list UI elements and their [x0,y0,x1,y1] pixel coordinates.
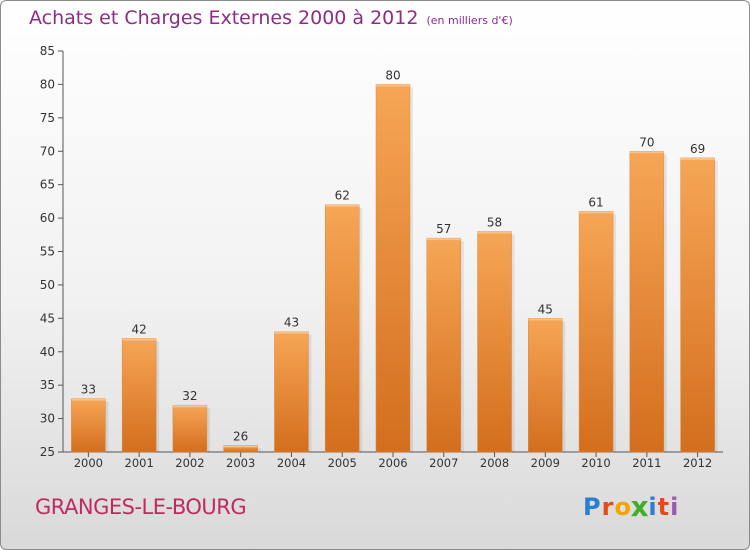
bar-top-highlight [528,318,563,321]
y-tick-label: 50 [40,278,55,292]
x-tick-label: 2009 [531,456,560,470]
bar [324,204,360,453]
bar-top-highlight [172,405,207,408]
bar [477,231,512,453]
logo-letter: r [601,493,615,521]
bar [172,404,208,453]
x-tick-label: 2012 [683,456,712,470]
x-axis: 2000 2001 2002 2003 2004 2005 2006 2007 2008 2009… [63,451,723,470]
y-tick-label: 35 [40,378,55,392]
data-label: 80 [385,68,400,82]
y-axis: 25 30 35 40 45 50 55 60 65 70 75 80 85 [40,44,64,459]
bar [629,151,665,453]
y-tick-label: 40 [40,345,55,359]
bar-top-highlight [680,157,715,160]
bar [426,237,462,453]
logo-letter: i [648,493,658,521]
bars: 33 42 32 26 43 62 80 57 58 45 61 70 69 [71,68,718,453]
logo-letter: P [583,493,602,521]
commune-name: GRANGES-LE-BOURG [35,495,247,519]
data-label: 26 [233,429,248,443]
logo-letter: o [614,493,632,521]
chart-title-text: Achats et Charges Externes 2000 à 2012 [29,7,419,29]
x-tick-label: 2003 [226,456,255,470]
y-tick-label: 85 [40,44,55,58]
x-tick-label: 2002 [175,456,204,470]
bar-top-highlight [477,231,512,234]
data-label: 69 [690,142,705,156]
x-tick-label: 2011 [632,456,661,470]
data-label: 70 [639,135,654,149]
y-tick-label: 30 [40,412,55,426]
x-tick-label: 2008 [480,456,509,470]
bar [121,338,157,453]
data-label: 62 [335,189,350,203]
bar-top-highlight [274,331,309,334]
bar [528,318,563,453]
x-tick-label: 2010 [581,456,610,470]
y-tick-label: 45 [40,311,55,325]
bar-top-highlight [629,151,664,154]
logo-letter: i [670,493,680,521]
bar [578,211,614,453]
unit-note: (en milliers d'€) [426,14,513,27]
data-label: 42 [132,322,147,336]
bar [274,331,309,453]
data-label: 33 [81,383,96,397]
bar [71,398,106,453]
data-label: 57 [436,222,451,236]
y-tick-label: 75 [40,111,55,125]
proxiti-logo: Proxiti [583,490,680,524]
y-tick-label: 55 [40,245,55,259]
data-label: 32 [182,389,197,403]
y-tick-label: 25 [40,445,55,459]
bar-top-highlight [325,204,360,207]
bar-top-highlight [579,211,614,214]
bar-top-highlight [122,338,157,341]
bar-top-highlight [376,84,410,87]
x-tick-label: 2006 [378,456,407,470]
data-label: 43 [284,316,299,330]
data-label: 61 [588,195,603,209]
bar-top-highlight [426,238,461,241]
y-tick-label: 70 [40,144,55,158]
data-label: 58 [487,215,502,229]
bar [375,84,411,453]
x-tick-label: 2004 [277,456,306,470]
chart-title: Achats et Charges Externes 2000 à 2012 (e… [29,7,513,29]
bar [680,157,715,453]
data-label: 45 [538,302,553,316]
x-tick-label: 2000 [74,456,103,470]
x-tick-label: 2005 [328,456,357,470]
y-tick-label: 60 [40,211,55,225]
x-tick-label: 2001 [125,456,154,470]
x-tick-label: 2007 [429,456,458,470]
y-tick-label: 80 [40,77,55,91]
logo-letter: x [630,490,650,524]
logo-letter: t [657,493,671,521]
bar-top-highlight [71,398,106,401]
bar-top-highlight [223,445,258,448]
y-tick-label: 65 [40,178,55,192]
